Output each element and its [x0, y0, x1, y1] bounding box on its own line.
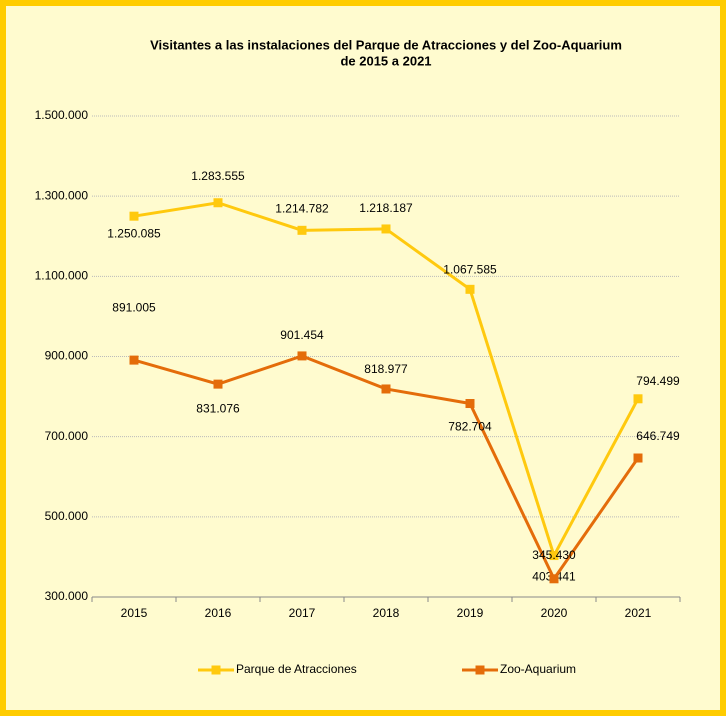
data-label: 1.250.085: [107, 226, 161, 240]
legend-marker: [211, 665, 221, 675]
y-tick-label: 500.000: [45, 509, 89, 523]
point-marker: [465, 399, 475, 409]
x-tick-label: 2015: [121, 606, 148, 620]
data-label: 1.214.782: [275, 201, 329, 215]
y-tick-label: 300.000: [45, 589, 89, 603]
point-marker: [549, 551, 559, 561]
data-label: 818.977: [364, 362, 408, 376]
point-marker: [633, 453, 643, 463]
point-marker: [297, 225, 307, 235]
data-label: 901.454: [280, 328, 324, 342]
data-label: 646.749: [636, 429, 680, 443]
x-tick-label: 2018: [373, 606, 400, 620]
x-tick-label: 2019: [457, 606, 484, 620]
y-tick-label: 1.300.000: [35, 188, 89, 202]
y-tick-label: 1.500.000: [35, 108, 89, 122]
data-label: 1.218.187: [359, 201, 413, 215]
point-marker: [129, 211, 139, 221]
point-marker: [633, 394, 643, 404]
legend-marker: [475, 665, 485, 675]
legend-label: Parque de Atracciones: [236, 662, 357, 676]
x-tick-label: 2017: [289, 606, 316, 620]
data-label: 831.076: [196, 401, 240, 415]
point-marker: [129, 355, 139, 365]
data-label: 891.005: [112, 300, 156, 314]
point-marker: [213, 379, 223, 389]
chart-title: Visitantes a las instalaciones del Parqu…: [150, 37, 622, 52]
y-tick-label: 1.100.000: [35, 269, 89, 283]
point-marker: [381, 224, 391, 234]
chart-title: de 2015 a 2021: [340, 53, 431, 68]
legend-label: Zoo-Aquarium: [500, 662, 576, 676]
data-label: 794.499: [636, 374, 680, 388]
point-marker: [381, 384, 391, 394]
y-tick-label: 900.000: [45, 349, 89, 363]
y-tick-label: 700.000: [45, 429, 89, 443]
point-marker: [549, 574, 559, 584]
data-label: 1.283.555: [191, 169, 245, 183]
data-label: 345.430: [532, 548, 576, 562]
point-marker: [465, 284, 475, 294]
x-tick-label: 2020: [541, 606, 568, 620]
point-marker: [213, 198, 223, 208]
data-label: 782.704: [448, 420, 492, 434]
x-tick-label: 2021: [625, 606, 652, 620]
point-marker: [297, 351, 307, 361]
x-tick-label: 2016: [205, 606, 232, 620]
data-label: 1.067.585: [443, 262, 497, 276]
